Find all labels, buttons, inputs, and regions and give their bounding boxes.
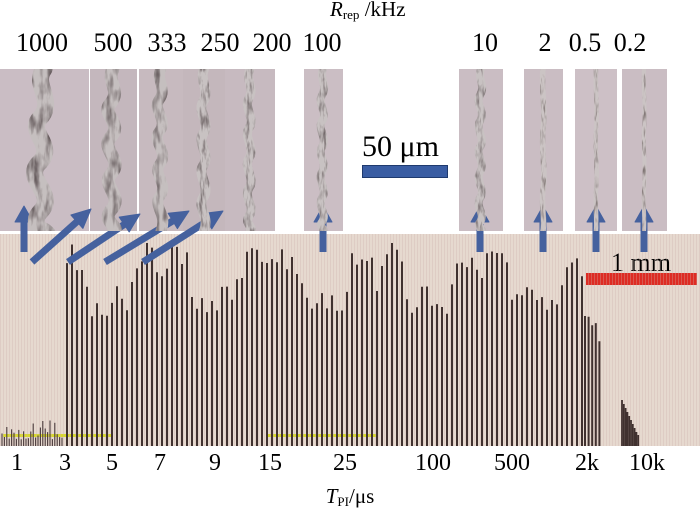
svg-text:1 mm: 1 mm (611, 248, 671, 277)
